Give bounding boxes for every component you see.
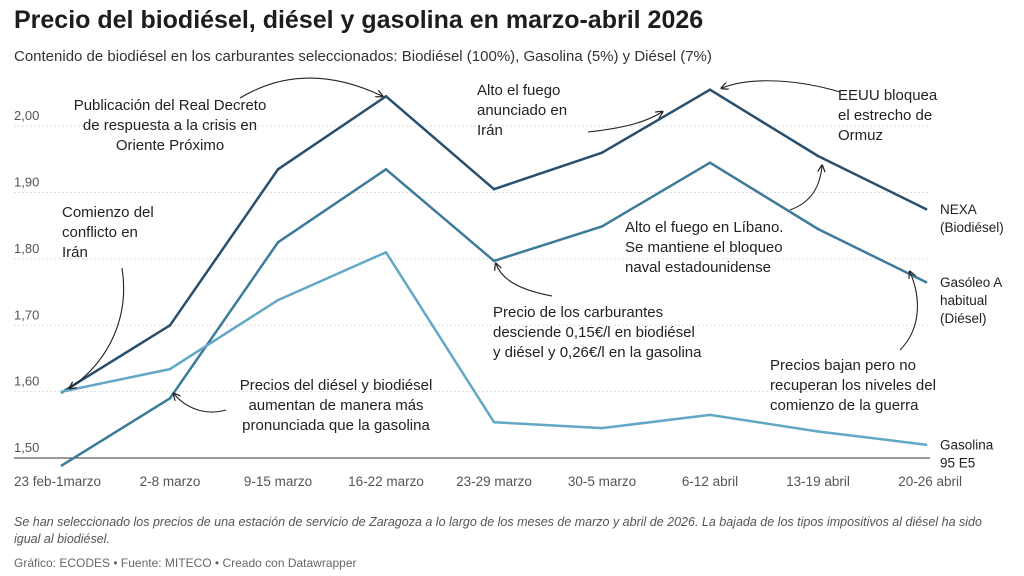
data-point <box>384 250 388 254</box>
y-tick-label: 2,00 <box>14 108 39 123</box>
arrow-alto-fuego-libano <box>789 166 822 211</box>
arrow-precio-desciende <box>496 264 553 297</box>
x-tick-label: 16-22 marzo <box>348 474 424 489</box>
data-point <box>168 396 172 400</box>
annotation-real-decreto: Publicación del Real Decreto de respuesta… <box>74 97 267 154</box>
data-point <box>384 95 388 98</box>
annotation-precio-desciende: Precio de los carburantes desciende 0,15€… <box>493 304 702 361</box>
data-point <box>924 207 928 211</box>
annotation-precios-bajan: Precios bajan pero no recuperan los nivel… <box>770 357 936 414</box>
arrow-eeuu-ormuz <box>722 80 841 93</box>
data-point <box>276 168 280 171</box>
arrow-precios-aumentan <box>174 394 227 413</box>
data-point <box>708 88 712 91</box>
x-tick-label: 6-12 abril <box>682 474 738 489</box>
series-lines <box>60 88 928 467</box>
x-tick-label: 30-5 marzo <box>568 474 636 489</box>
data-point <box>816 154 820 158</box>
annotation-alto-fuego-libano: Alto el fuego en Líbano. Se mantiene el b… <box>625 219 783 276</box>
series-label-0: NEXA (Biodiésel) <box>940 202 1004 235</box>
annotation-alto-fuego-iran: Alto el fuego anunciado en Irán <box>477 82 567 139</box>
x-tick-label: 2-8 marzo <box>140 474 201 489</box>
data-point <box>168 323 172 327</box>
data-point <box>168 367 172 371</box>
chart-title: Precio del biodiésel, diésel y gasolina … <box>14 6 704 34</box>
x-tick-label: 23-29 marzo <box>456 474 532 489</box>
data-point <box>492 420 496 424</box>
data-point <box>816 430 820 433</box>
arrow-precios-bajan <box>899 272 918 351</box>
arrow-comienzo-conflicto <box>70 267 125 388</box>
data-point <box>708 413 712 417</box>
chart-footer: Gráfico: ECODES • Fuente: MITECO • Cread… <box>14 556 357 570</box>
annotation-comienzo-conflicto: Comienzo del conflicto en Irán <box>62 204 154 261</box>
arrow-real-decreto <box>239 77 382 99</box>
x-tick-label: 13-19 abril <box>786 474 850 489</box>
y-tick-label: 1,80 <box>14 241 39 256</box>
arrow-alto-fuego-iran <box>587 112 662 133</box>
data-point <box>708 161 712 164</box>
annotations: Publicación del Real Decreto de respuesta… <box>62 82 938 434</box>
annotation-arrows <box>70 77 918 413</box>
annotation-eeuu-ormuz: EEUU bloquea el estrecho de Ormuz <box>838 87 938 144</box>
x-tick-label: 20-26 abril <box>898 474 962 489</box>
series-label-2: Gasolina 95 E5 <box>940 438 994 471</box>
x-tick-label: 9-15 marzo <box>244 474 312 489</box>
x-axis: 23 feb-1marzo 2-8 marzo 9-15 marzo 16-22 ma… <box>14 474 962 489</box>
data-point <box>276 298 280 302</box>
data-point <box>600 426 604 430</box>
data-point <box>60 390 64 393</box>
annotation-precios-aumentan: Precios del diésel y biodiésel aumentan d… <box>240 377 433 434</box>
data-point <box>492 259 496 263</box>
data-point <box>384 168 388 171</box>
chart-subtitle: Contenido de biodiésel en los carburante… <box>14 48 712 65</box>
y-tick-label: 1,90 <box>14 175 39 190</box>
data-point <box>600 225 604 228</box>
y-tick-label: 1,70 <box>14 307 39 322</box>
x-tick-label: 23 feb-1marzo <box>14 474 101 489</box>
y-tick-label: 1,50 <box>14 440 39 455</box>
data-point <box>60 464 64 467</box>
data-point <box>492 187 496 191</box>
data-point <box>600 151 604 155</box>
grid <box>14 125 930 459</box>
data-point <box>276 241 280 244</box>
data-point <box>924 443 928 447</box>
y-axis: 1,50 1,60 1,70 1,80 1,90 2,00 <box>14 108 39 455</box>
chart-note: Se han seleccionado los precios de una e… <box>14 515 982 546</box>
data-point <box>924 280 928 284</box>
y-tick-label: 1,60 <box>14 374 39 389</box>
data-point <box>816 227 820 231</box>
